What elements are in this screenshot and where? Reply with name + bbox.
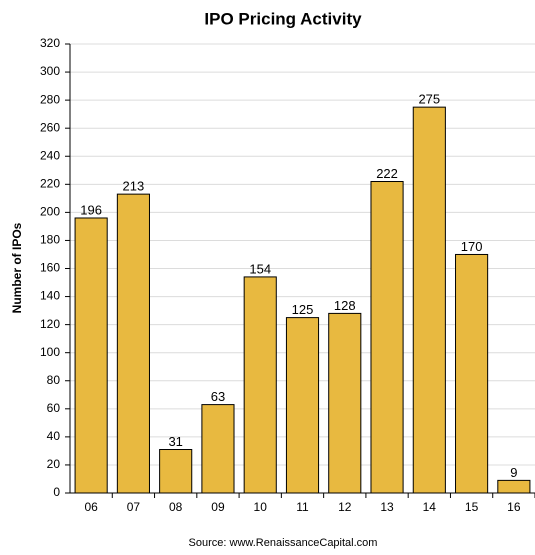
value-label: 128	[334, 298, 356, 313]
chart-title: IPO Pricing Activity	[204, 9, 362, 28]
bar	[201, 404, 235, 494]
bar	[159, 449, 193, 494]
value-label: 9	[510, 465, 517, 480]
y-tick-label: 160	[40, 261, 60, 275]
y-tick-label: 20	[47, 457, 61, 471]
y-tick-label: 180	[40, 233, 60, 247]
x-tick-label: 13	[380, 500, 394, 514]
source-note: Source: www.RenaissanceCapital.com	[189, 537, 378, 549]
bar	[116, 193, 150, 494]
value-label: 196	[80, 202, 102, 217]
x-tick-label: 10	[254, 500, 268, 514]
value-label: 170	[461, 239, 483, 254]
x-tick-label: 09	[211, 500, 225, 514]
value-label: 213	[123, 179, 145, 194]
bar	[497, 479, 531, 494]
x-tick-label: 14	[423, 500, 437, 514]
y-tick-label: 240	[40, 148, 60, 162]
bar	[328, 312, 362, 494]
y-tick-label: 0	[53, 485, 60, 499]
value-label: 222	[376, 166, 398, 181]
x-tick-label: 16	[507, 500, 521, 514]
y-tick-label: 120	[40, 317, 60, 331]
x-tick-label: 15	[465, 500, 479, 514]
y-tick-label: 220	[40, 176, 60, 190]
y-tick-label: 320	[40, 36, 60, 50]
bar	[74, 217, 108, 494]
value-label: 63	[211, 389, 225, 404]
x-tick-label: 06	[84, 500, 98, 514]
x-tick-label: 11	[296, 500, 309, 514]
x-tick-label: 07	[127, 500, 141, 514]
bar	[243, 276, 277, 494]
y-axis-label: Number of IPOs	[10, 222, 24, 313]
y-tick-label: 80	[47, 373, 61, 387]
x-tick-label: 08	[169, 500, 183, 514]
y-tick-label: 200	[40, 205, 60, 219]
bar	[370, 181, 404, 494]
y-tick-label: 280	[40, 92, 60, 106]
y-tick-label: 60	[47, 401, 61, 415]
value-label: 125	[292, 302, 314, 317]
y-tick-label: 140	[40, 289, 60, 303]
y-tick-label: 300	[40, 64, 60, 78]
y-tick-label: 260	[40, 120, 60, 134]
x-tick-label: 12	[338, 500, 352, 514]
value-label: 275	[418, 92, 440, 107]
bar	[285, 317, 320, 494]
y-tick-label: 100	[40, 345, 60, 359]
bar	[455, 253, 489, 494]
value-label: 31	[168, 434, 182, 449]
y-tick-label: 40	[47, 429, 61, 443]
value-label: 154	[249, 261, 271, 276]
bar	[412, 106, 446, 494]
